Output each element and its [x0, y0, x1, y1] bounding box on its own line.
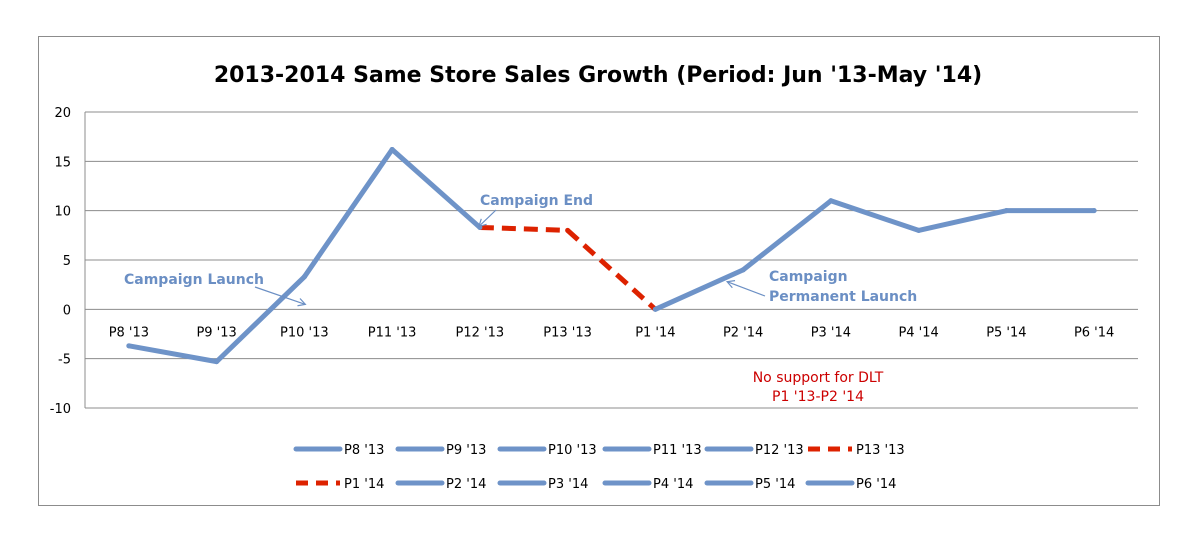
- legend-label: P8 '13: [344, 443, 384, 458]
- y-tick-label: -5: [58, 353, 71, 368]
- annotation-campaign-launch: Campaign Launch: [124, 272, 264, 288]
- legend-label: P1 '14: [344, 477, 384, 492]
- legend-label: P3 '14: [548, 477, 588, 492]
- annotation-campaign-end: Campaign End: [480, 193, 593, 209]
- data-point: [652, 306, 658, 312]
- data-point: [214, 359, 220, 365]
- annotation-no-support-range: P1 '13-P2 '14: [772, 389, 864, 405]
- series-segment: [126, 343, 220, 365]
- x-tick-label: P4 '14: [898, 325, 938, 340]
- x-tick-label: P10 '13: [280, 325, 329, 340]
- annotation-arrow-launch: [254, 286, 306, 305]
- series-segment: [828, 198, 922, 233]
- y-axis: 20 15 10 5 0 -5 -10: [50, 106, 86, 417]
- series-lines: [126, 146, 1097, 365]
- annotation-arrow-end: [478, 209, 497, 227]
- data-point: [126, 343, 132, 349]
- series-segment: [916, 208, 1009, 233]
- y-tick-label: -10: [50, 402, 71, 417]
- legend-label: P11 '13: [653, 443, 702, 458]
- x-tick-label: P9 '13: [196, 325, 236, 340]
- y-tick-label: 10: [54, 205, 71, 220]
- data-point: [1003, 208, 1009, 214]
- series-segment: [652, 267, 746, 312]
- x-tick-label: P3 '14: [811, 325, 851, 340]
- x-tick-label: P13 '13: [543, 325, 592, 340]
- series-segment: [740, 198, 834, 273]
- annotation-arrow-end-head: [477, 218, 487, 228]
- x-tick-label: P1 '14: [635, 325, 675, 340]
- series-segment-dashed: [565, 228, 658, 312]
- data-point: [916, 227, 922, 233]
- annotation-arrow-permanent-head: [725, 280, 736, 289]
- annotation-no-support: No support for DLT: [753, 370, 884, 386]
- annotation-campaign-permanent-line1: Campaign: [769, 269, 848, 285]
- annotation-arrow-permanent: [726, 281, 766, 297]
- y-tick-label: 0: [63, 303, 71, 318]
- series-segment-dashed: [479, 224, 568, 233]
- data-point: [828, 198, 834, 204]
- data-point: [389, 146, 395, 152]
- data-point: [565, 227, 571, 233]
- y-tick-label: 15: [54, 155, 71, 170]
- legend-label: P5 '14: [755, 477, 795, 492]
- x-tick-label: P2 '14: [723, 325, 763, 340]
- legend-label: P12 '13: [755, 443, 804, 458]
- legend: P8 '13 P9 '13 P10 '13 P11 '13 P12 '13 P13 '13…: [293, 443, 905, 492]
- legend-label: P13 '13: [856, 443, 905, 458]
- series-segment: [389, 146, 483, 230]
- series-segment: [214, 274, 307, 365]
- legend-label: P4 '14: [653, 477, 693, 492]
- legend-label: P10 '13: [548, 443, 597, 458]
- legend-label: P6 '14: [856, 477, 896, 492]
- y-tick-label: 20: [54, 106, 71, 121]
- chart-title: 2013-2014 Same Store Sales Growth (Perio…: [214, 63, 982, 88]
- x-tick-label: P5 '14: [986, 325, 1026, 340]
- annotations: Campaign Launch Campaign End Campaign Perma…: [124, 193, 917, 405]
- data-point: [301, 274, 307, 280]
- y-tick-label: 5: [63, 254, 71, 269]
- annotation-campaign-permanent-line2: Permanent Launch: [769, 289, 917, 305]
- x-tick-label: P11 '13: [368, 325, 417, 340]
- x-tick-label: P12 '13: [456, 325, 505, 340]
- x-tick-label: P8 '13: [109, 325, 149, 340]
- legend-label: P9 '13: [446, 443, 486, 458]
- grid-lines: [85, 111, 1138, 409]
- legend-label: P2 '14: [446, 477, 486, 492]
- chart-frame: [38, 36, 1160, 506]
- x-tick-label: P6 '14: [1074, 325, 1114, 340]
- annotation-arrow-launch-head: [297, 298, 307, 307]
- data-point: [1091, 208, 1097, 214]
- data-point: [740, 267, 746, 273]
- x-axis-labels: P8 '13 P9 '13 P10 '13 P11 '13 P12 '13 P13 '13…: [109, 325, 1115, 340]
- series-segment: [301, 146, 395, 280]
